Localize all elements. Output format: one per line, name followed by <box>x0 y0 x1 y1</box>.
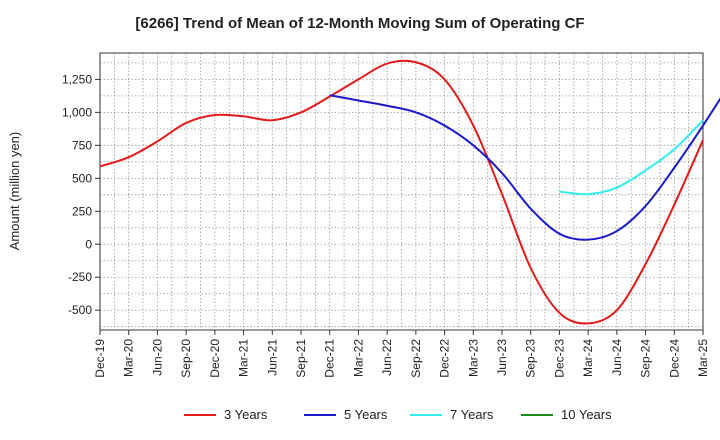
x-tick-label: Jun-20 <box>150 339 164 376</box>
legend-label-10-years: 10 Years <box>561 407 612 422</box>
y-tick-label: 500 <box>72 171 92 185</box>
y-tick-label: -250 <box>68 270 92 284</box>
series-line-3-years <box>99 59 704 325</box>
grid <box>99 53 704 330</box>
x-tick-label: Mar-24 <box>581 339 595 377</box>
plot-frame <box>99 52 704 331</box>
legend-label-7-years: 7 Years <box>450 407 494 422</box>
y-axis-label: Amount (million yen) <box>7 132 22 251</box>
axes: -500 -250 0 250 500 750 1,000 1,250 Dec-19 Mar-20… <box>62 52 710 378</box>
x-tick-label: Dec-20 <box>208 339 222 378</box>
legend: 3 Years 5 Years 7 Years 10 Years <box>184 407 612 422</box>
x-tick-label: Dec-22 <box>438 339 452 378</box>
series-line-5-years <box>329 94 720 241</box>
chart-title: [6266] Trend of Mean of 12-Month Moving … <box>135 15 584 32</box>
x-tick-label: Jun-21 <box>265 339 279 376</box>
series-line-7-years <box>559 119 704 196</box>
y-tick-label: 0 <box>85 237 92 251</box>
y-tick-label: 750 <box>72 138 92 152</box>
x-tick-label: Dec-23 <box>552 339 566 378</box>
x-tick-label: Dec-24 <box>667 339 681 378</box>
x-tick-label: Mar-21 <box>237 339 251 377</box>
x-tick-label: Mar-23 <box>466 339 480 377</box>
y-tick-label: 1,000 <box>62 105 92 119</box>
x-tick-label: Sep-20 <box>179 339 193 378</box>
x-tick-label: Mar-25 <box>696 339 710 377</box>
legend-label-5-years: 5 Years <box>344 407 388 422</box>
x-tick-label: Mar-20 <box>122 339 136 377</box>
x-tick-label: Sep-24 <box>639 339 653 378</box>
x-tick-label: Sep-23 <box>524 339 538 378</box>
x-tick-label: Dec-21 <box>323 339 337 378</box>
y-tick-label: 250 <box>72 204 92 218</box>
y-tick-label: 1,250 <box>62 72 92 86</box>
legend-label-3-years: 3 Years <box>224 407 268 422</box>
x-tick-label: Mar-22 <box>351 339 365 377</box>
series-lines <box>99 59 720 325</box>
x-tick-label: Jun-23 <box>495 339 509 376</box>
x-tick-label: Dec-19 <box>93 339 107 378</box>
x-tick-label: Sep-21 <box>294 339 308 378</box>
x-tick-label: Sep-22 <box>409 339 423 378</box>
x-tick-label: Jun-22 <box>380 339 394 376</box>
x-tick-label: Jun-24 <box>610 339 624 376</box>
y-tick-label: -500 <box>68 303 92 317</box>
